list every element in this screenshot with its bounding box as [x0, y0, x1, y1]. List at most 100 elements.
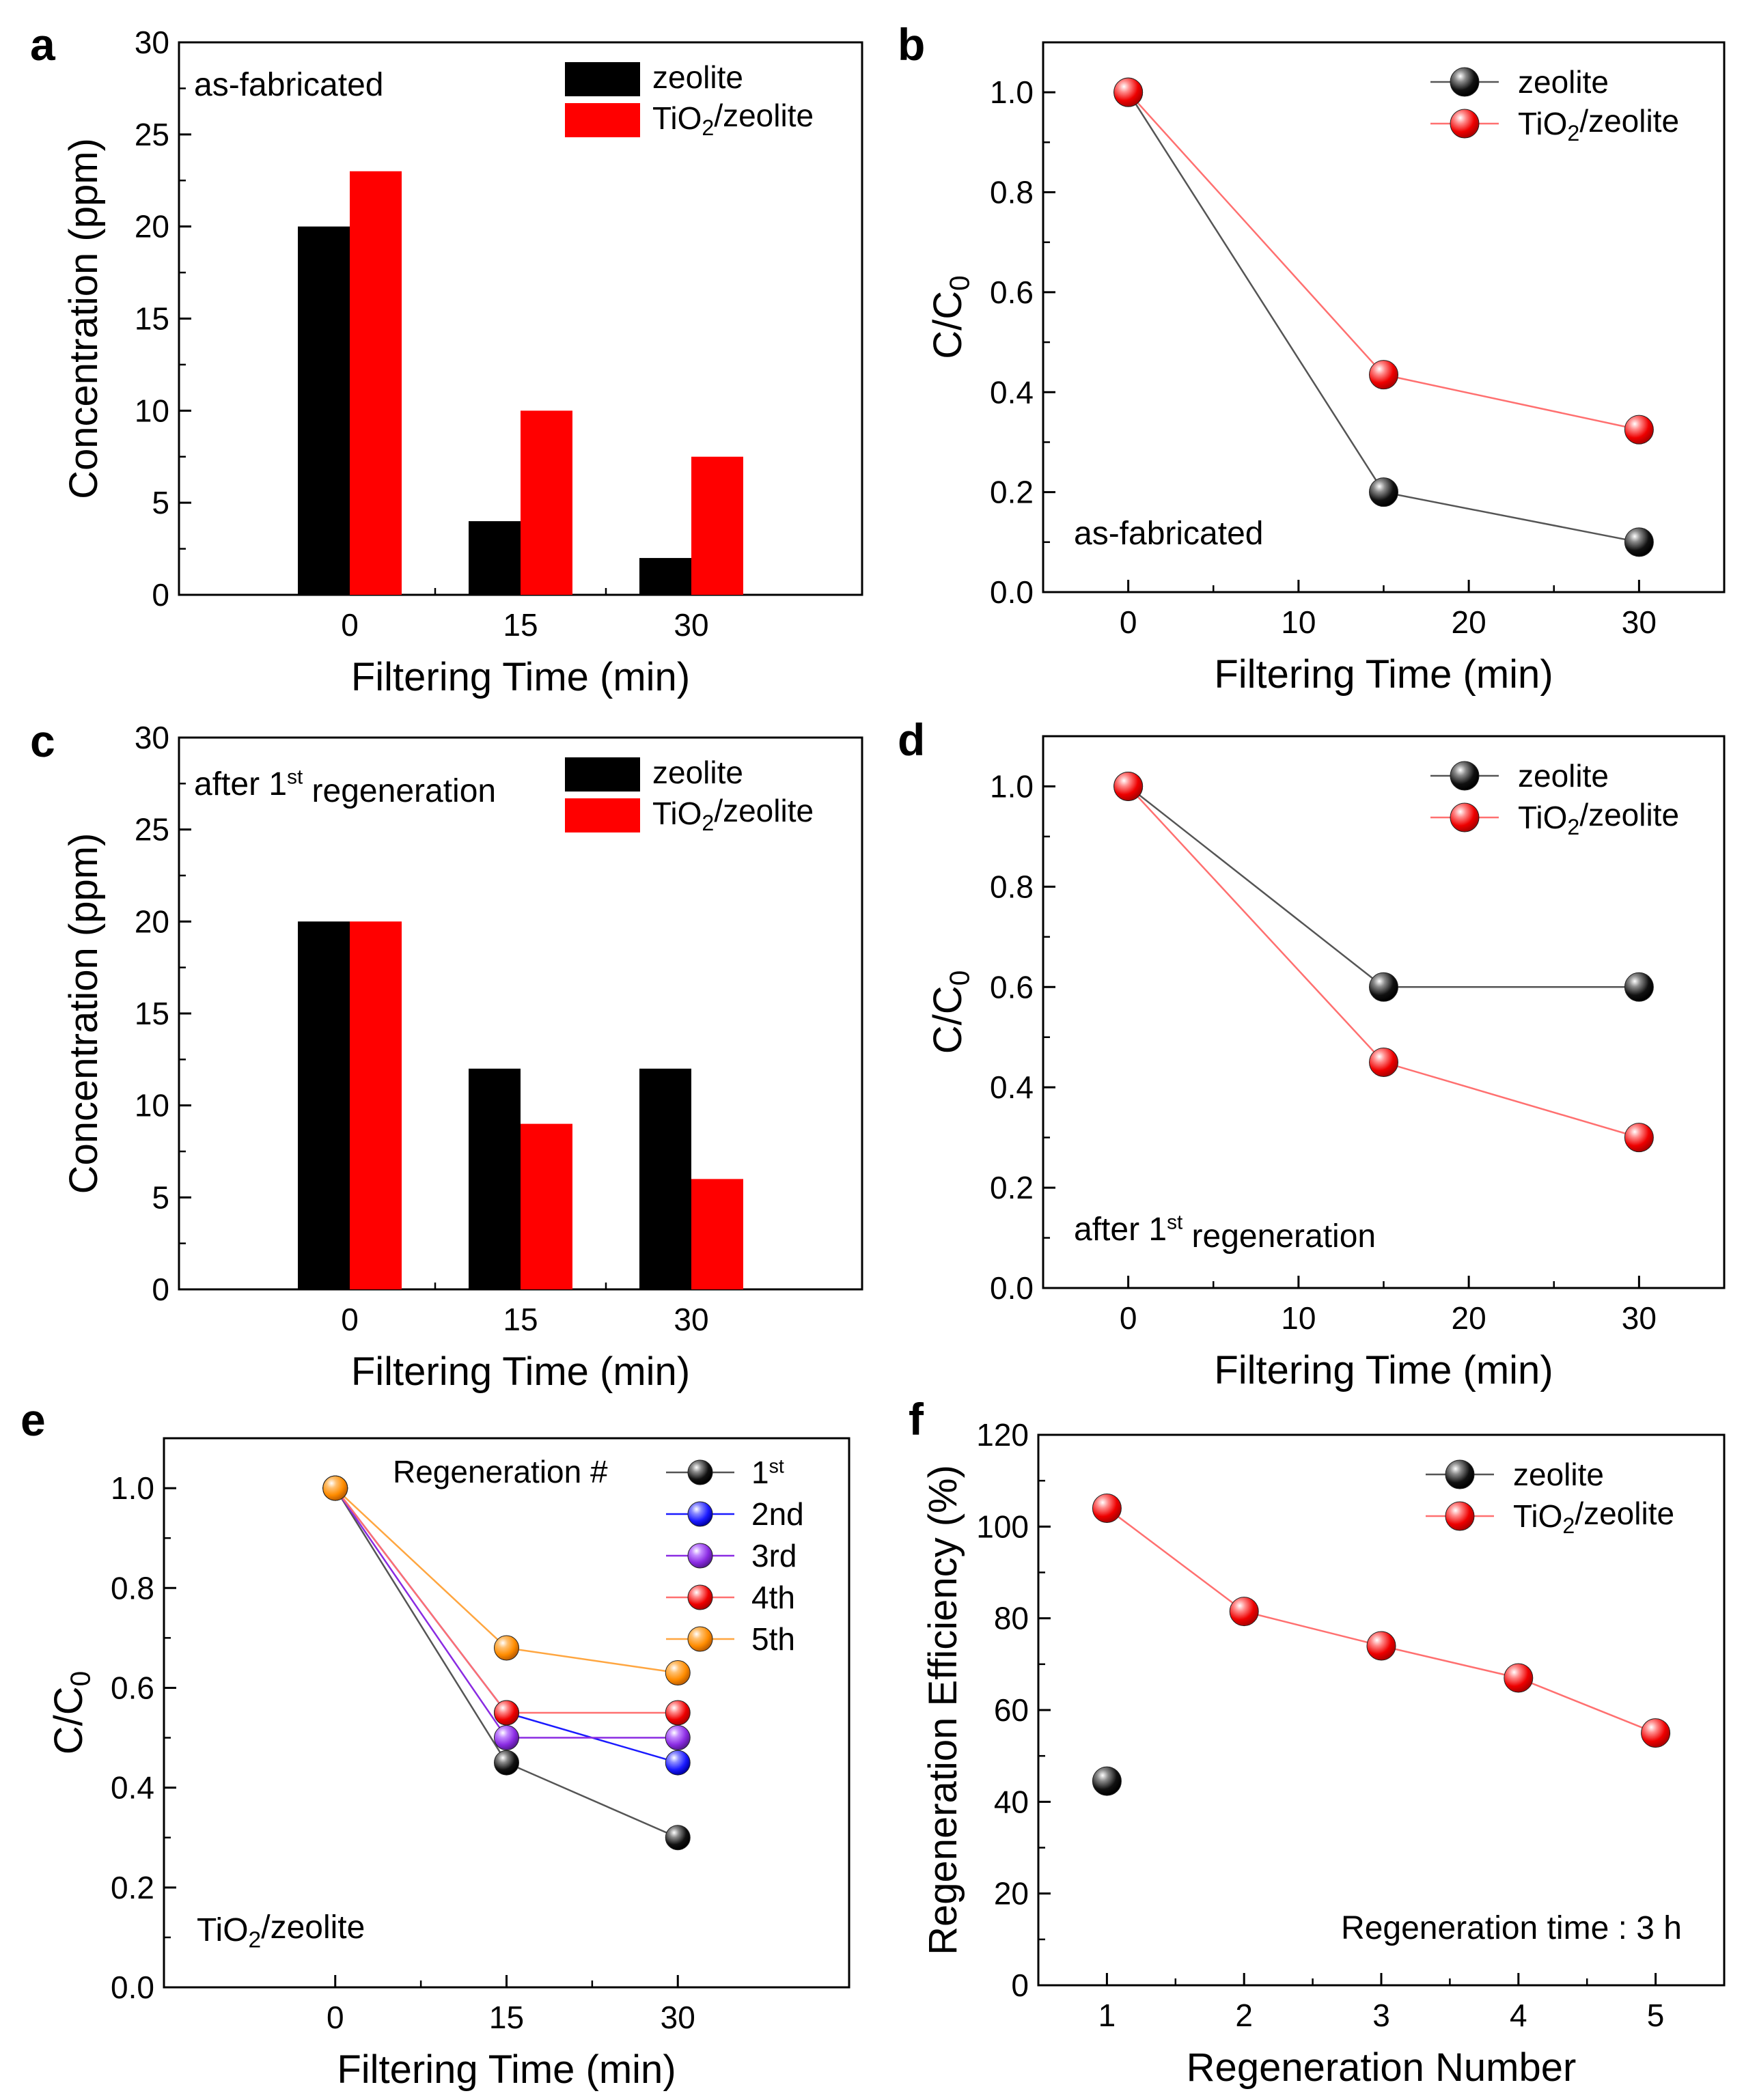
- y-tick-label: 10: [135, 393, 169, 428]
- legend-label: TiO2/zeolite: [1518, 103, 1679, 145]
- data-point: [1445, 1501, 1475, 1531]
- y-tick-label: 0.6: [111, 1670, 154, 1705]
- series-line: [1106, 1507, 1657, 1734]
- panel-letter: c: [30, 716, 55, 766]
- data-point: [1366, 1631, 1396, 1661]
- y-axis-title: Concentration (ppm): [61, 138, 106, 499]
- x-tick-label: 0: [1120, 604, 1137, 640]
- data-point: [1624, 527, 1654, 557]
- bar: [691, 1179, 743, 1289]
- panel-letter: a: [30, 19, 56, 70]
- x-tick-label: 3: [1372, 1998, 1390, 2033]
- data-point: [1450, 109, 1480, 139]
- legend-label: 5th: [751, 1621, 795, 1657]
- x-axis-title: Filtering Time (min): [1214, 652, 1553, 697]
- panel-c: c 0 5 10 15 20 25 30 0 15 30 Filtering Time (min) Co…: [30, 716, 863, 1394]
- x-tick-label: 0: [341, 1302, 359, 1337]
- legend-swatch: [565, 62, 640, 96]
- y-tick-label: 0.6: [990, 275, 1034, 310]
- y-tick-label: 15: [135, 996, 169, 1031]
- y-tick-label: 60: [994, 1692, 1029, 1728]
- bar: [691, 456, 743, 595]
- legend-label: 1st: [751, 1455, 784, 1490]
- data-point: [1450, 67, 1480, 97]
- data-point: [1450, 802, 1480, 832]
- data-point: [1504, 1663, 1534, 1693]
- legend-label: zeolite: [652, 59, 743, 95]
- data-point: [1641, 1718, 1671, 1748]
- legend-label: TiO2/zeolite: [652, 98, 814, 140]
- y-tick-label: 5: [152, 485, 169, 520]
- series-line: [1127, 92, 1639, 544]
- y-tick-label: 0.8: [111, 1570, 154, 1606]
- y-tick-label: 20: [135, 209, 169, 244]
- data-point: [1450, 761, 1480, 791]
- data-point: [1113, 771, 1144, 801]
- legend-title: Regeneration #: [393, 1454, 608, 1489]
- y-tick-label: 0.2: [990, 1170, 1034, 1205]
- data-point: [687, 1501, 713, 1527]
- x-tick-label: 20: [1452, 604, 1486, 640]
- data-point: [665, 1725, 691, 1751]
- data-point: [1092, 1493, 1122, 1523]
- x-tick-label: 4: [1510, 1998, 1527, 2033]
- series-line: [334, 1487, 678, 1838]
- data-point: [494, 1700, 519, 1726]
- y-tick-label: 0.0: [990, 1270, 1034, 1306]
- data-point: [1445, 1459, 1475, 1489]
- data-point: [494, 1635, 519, 1661]
- annotation: after 1st regeneration: [1074, 1212, 1376, 1255]
- data-point: [665, 1825, 691, 1851]
- legend-label: zeolite: [1518, 64, 1609, 100]
- bar: [469, 521, 521, 595]
- data-point: [494, 1750, 519, 1776]
- panel-f: f 0 20 40 60 80 100 120 1 2 3 4 5 Regeneration Number…: [909, 1394, 1726, 2090]
- x-tick-label: 20: [1452, 1300, 1486, 1336]
- bar: [350, 171, 402, 595]
- y-tick-label: 30: [135, 25, 169, 60]
- x-tick-label: 15: [489, 2000, 524, 2035]
- annotation: Regeneration time : 3 h: [1341, 1910, 1682, 1946]
- panel-letter: f: [909, 1394, 924, 1444]
- bar: [521, 1123, 572, 1289]
- y-axis-title: C/C0: [46, 1671, 96, 1754]
- x-tick-label: 0: [341, 607, 359, 643]
- data-point: [1113, 77, 1144, 107]
- x-tick-label: 30: [1622, 604, 1657, 640]
- data-point: [665, 1700, 691, 1726]
- bar: [639, 1068, 691, 1289]
- panel-a: a 0 5 10 15 20 25 30 0 15 30 Filtering Time (min) Co…: [30, 19, 863, 699]
- legend-label: TiO2/zeolite: [1513, 1496, 1674, 1538]
- x-tick-label: 30: [674, 607, 708, 643]
- annotation: TiO2/zeolite: [197, 1909, 365, 1952]
- legend-label: zeolite: [652, 755, 743, 790]
- y-tick-label: 0.2: [111, 1870, 154, 1905]
- y-tick-label: 0: [1011, 1968, 1029, 2003]
- data-point: [1624, 972, 1654, 1002]
- legend-swatch: [565, 798, 640, 832]
- annotation: as-fabricated: [194, 67, 383, 103]
- y-tick-label: 5: [152, 1179, 169, 1215]
- panel-letter: d: [898, 714, 925, 765]
- y-tick-label: 0.4: [990, 374, 1034, 410]
- bar: [521, 410, 572, 595]
- x-tick-label: 30: [661, 2000, 695, 2035]
- y-tick-label: 120: [976, 1417, 1029, 1453]
- y-tick-label: 100: [976, 1509, 1029, 1544]
- y-tick-label: 0.8: [990, 175, 1034, 210]
- data-point: [665, 1660, 691, 1686]
- data-point: [687, 1626, 713, 1652]
- y-tick-label: 0.0: [990, 574, 1034, 610]
- data-point: [322, 1475, 348, 1501]
- data-point: [1369, 360, 1398, 390]
- x-axis-title: Filtering Time (min): [351, 655, 690, 699]
- y-tick-label: 0.4: [990, 1069, 1034, 1105]
- x-tick-label: 1: [1098, 1998, 1116, 2033]
- y-tick-label: 10: [135, 1088, 169, 1123]
- y-tick-label: 80: [994, 1601, 1029, 1636]
- data-point: [1624, 1123, 1654, 1153]
- data-point: [687, 1584, 713, 1610]
- x-tick-label: 15: [503, 607, 538, 643]
- y-axis-title: Regeneration Efficiency (%): [921, 1465, 965, 1955]
